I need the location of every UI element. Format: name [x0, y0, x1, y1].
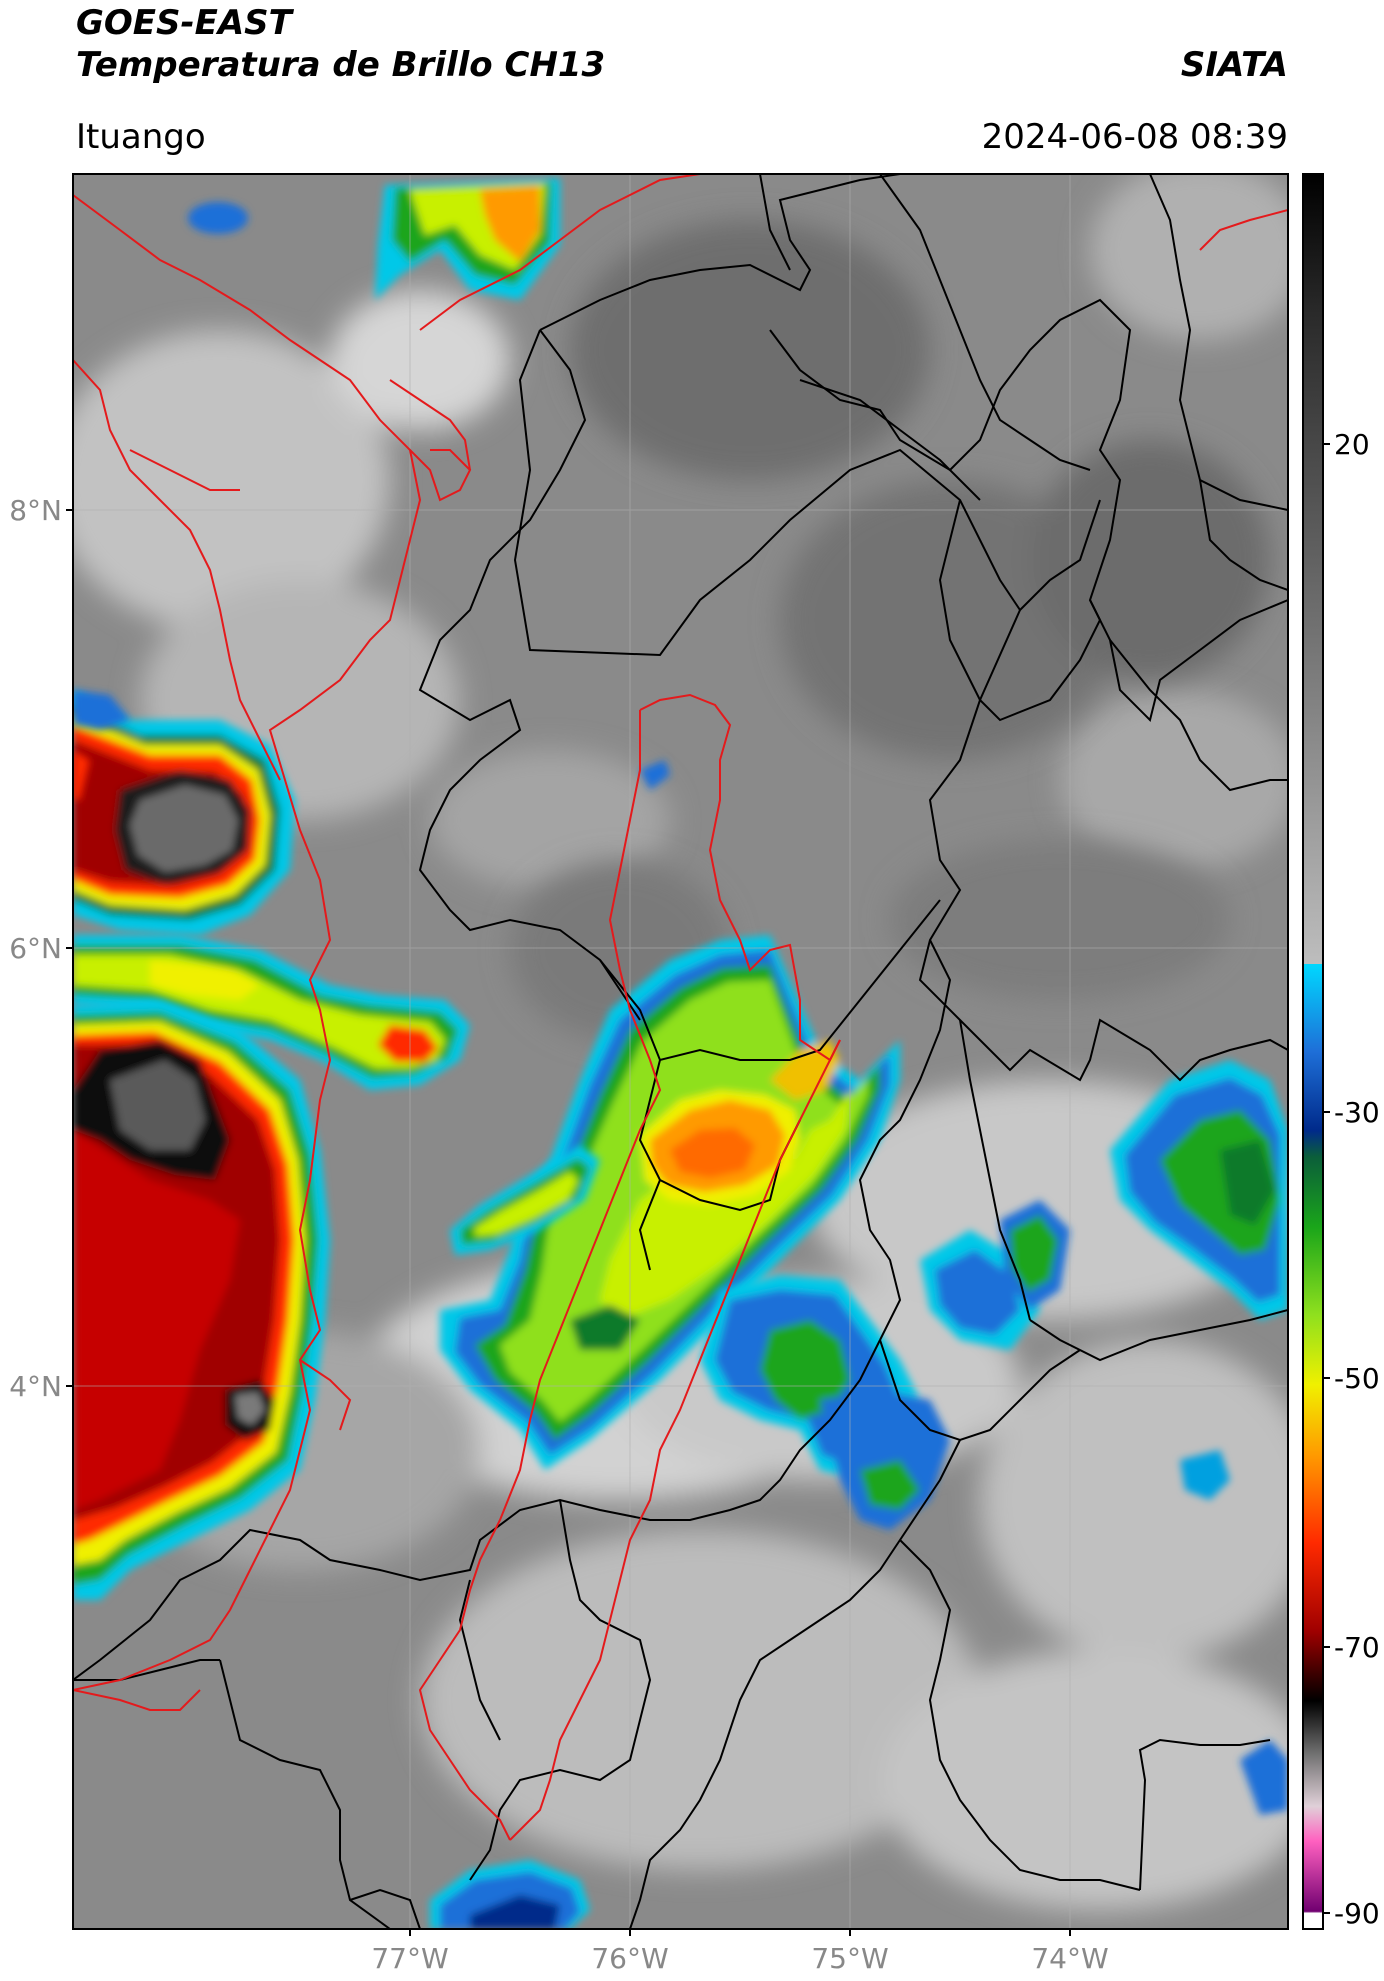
lon-axis: 77°W 76°W 75°W 74°W	[371, 1929, 1109, 1975]
storm-central-left-arm	[450, 1145, 600, 1255]
lat-label-4n: 4°N	[9, 1370, 62, 1403]
dark-warm-zones	[510, 220, 1270, 1040]
colorbar-tick-minus70: -70	[1334, 1631, 1380, 1664]
lon-label-74w: 74°W	[1031, 1942, 1108, 1975]
storm-west-upper	[73, 690, 295, 935]
lat-axis: 8°N 6°N 4°N	[9, 494, 73, 1403]
graticule	[73, 174, 1288, 1929]
colorbar-tick-20: 20	[1334, 428, 1370, 461]
brand-label: SIATA	[1180, 45, 1288, 85]
colorbar-tick-minus90: -90	[1334, 1897, 1380, 1930]
storm-central	[440, 935, 900, 1470]
lon-label-76w: 76°W	[591, 1942, 668, 1975]
colorbar-tick-minus50: -50	[1334, 1362, 1380, 1395]
storm-southeast-cluster	[700, 1200, 1070, 1530]
storm-west-band	[73, 935, 470, 1090]
colorbar-tick-minus30: -30	[1334, 1096, 1380, 1129]
colorbar: 20 -30 -50 -70 -90	[1302, 173, 1380, 1930]
storm-south-cluster	[73, 690, 1288, 1929]
location-label: Ituango	[76, 117, 206, 157]
storm-west-lower	[73, 1000, 330, 1600]
product-name-title: Temperatura de Brillo CH13	[76, 45, 606, 85]
storm-north	[188, 178, 560, 300]
lon-label-77w: 77°W	[371, 1942, 448, 1975]
lat-label-6n: 6°N	[9, 932, 62, 965]
red-boundaries	[73, 174, 1288, 1841]
department-borders	[73, 174, 1288, 1929]
product-satellite-title: GOES-EAST	[76, 3, 292, 43]
lon-label-75w: 75°W	[811, 1942, 888, 1975]
storm-east-cluster	[1110, 1060, 1288, 1320]
datetime-label: 2024-06-08 08:39	[981, 117, 1288, 157]
map-area	[73, 174, 1288, 1929]
colorbar-scale	[1302, 173, 1324, 1930]
map-frame	[72, 173, 1289, 1930]
lat-label-8n: 8°N	[9, 494, 62, 527]
